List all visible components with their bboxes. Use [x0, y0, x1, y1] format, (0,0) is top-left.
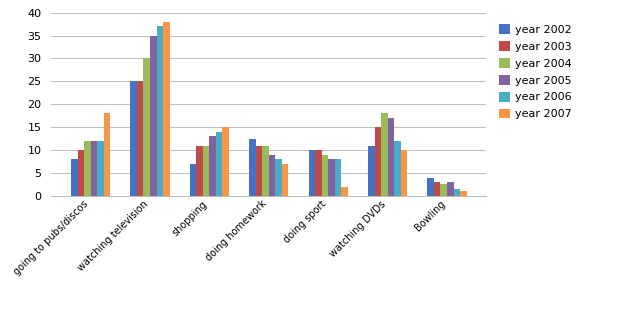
Bar — [440, 185, 447, 196]
Bar — [388, 118, 394, 196]
Bar — [203, 145, 209, 196]
Bar — [150, 35, 157, 196]
Bar — [97, 141, 104, 196]
Bar — [91, 141, 97, 196]
Bar — [428, 178, 434, 196]
Bar — [394, 141, 401, 196]
Bar — [216, 132, 223, 196]
Bar — [137, 82, 143, 196]
Bar — [131, 82, 137, 196]
Bar — [262, 145, 269, 196]
Bar — [315, 150, 322, 196]
Legend: year 2002, year 2003, year 2004, year 2005, year 2006, year 2007: year 2002, year 2003, year 2004, year 20… — [496, 22, 574, 122]
Bar — [401, 150, 407, 196]
Bar — [381, 113, 388, 196]
Bar — [328, 159, 335, 196]
Bar — [447, 182, 454, 196]
Bar — [322, 155, 328, 196]
Bar — [190, 164, 196, 196]
Bar — [341, 187, 348, 196]
Bar — [143, 58, 150, 196]
Bar — [434, 182, 440, 196]
Bar — [209, 137, 216, 196]
Bar — [249, 139, 256, 196]
Bar — [374, 127, 381, 196]
Bar — [256, 145, 262, 196]
Bar — [77, 150, 84, 196]
Bar — [308, 150, 315, 196]
Bar — [368, 145, 374, 196]
Bar — [282, 164, 289, 196]
Bar — [335, 159, 341, 196]
Bar — [71, 159, 77, 196]
Bar — [275, 159, 282, 196]
Bar — [157, 26, 163, 196]
Bar — [454, 189, 460, 196]
Bar — [196, 145, 203, 196]
Bar — [223, 127, 229, 196]
Bar — [163, 22, 170, 196]
Bar — [269, 155, 275, 196]
Bar — [104, 113, 110, 196]
Bar — [84, 141, 91, 196]
Bar — [460, 191, 467, 196]
